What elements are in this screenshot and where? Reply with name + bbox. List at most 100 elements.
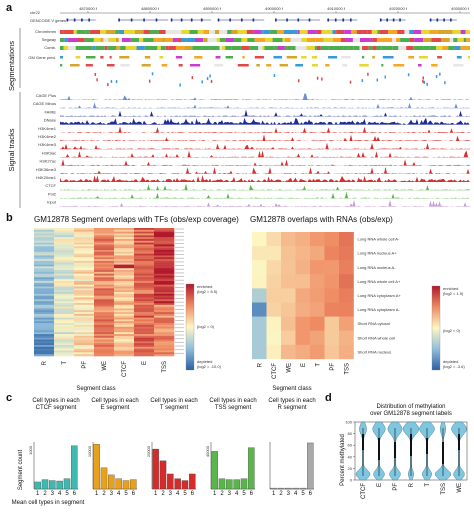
- rna-row-label: Short RNA whole cell: [358, 335, 396, 340]
- tf-heat-cell: [154, 326, 175, 329]
- tf-heat-cell: [154, 277, 175, 280]
- tf-heat-cell: [134, 288, 155, 291]
- seg-block: [406, 46, 414, 50]
- tf-heat-cell: [54, 330, 75, 333]
- seg-block: [310, 38, 316, 42]
- rna-heat-cell: [281, 232, 296, 247]
- signal-track-fill: [60, 199, 470, 207]
- histogram-bar: [108, 474, 115, 490]
- tf-heat-cell: [94, 229, 115, 232]
- rna-category-label: WE: [286, 363, 292, 373]
- seg-block: [161, 38, 166, 42]
- tf-heat-cell: [134, 242, 155, 245]
- gene-exon: [429, 18, 432, 22]
- tf-heat-cell: [94, 304, 115, 307]
- seg-block: [153, 38, 157, 42]
- violin-box: [426, 438, 428, 454]
- rna-x-title: Segment class: [272, 386, 311, 392]
- seg-mark: [206, 77, 209, 81]
- seg-block: [207, 38, 217, 42]
- tf-heat-cell: [94, 328, 115, 331]
- tf-heat-cell: [134, 228, 155, 231]
- coord-label: 4870000 f: [79, 6, 98, 11]
- tf-heat-cell: [154, 299, 175, 302]
- violin-box: [442, 442, 444, 464]
- seg-block: [175, 56, 183, 59]
- rna-heat-cell: [252, 288, 267, 303]
- seg-block: [314, 46, 317, 50]
- tf-heat-cell: [54, 281, 75, 284]
- seg-block: [124, 30, 135, 34]
- tf-heat-cell: [134, 292, 155, 295]
- seg-block: [237, 64, 249, 67]
- seg-block: [75, 46, 85, 50]
- seg-block: [453, 38, 458, 42]
- gene-exon: [143, 18, 145, 22]
- rna-heat-cell: [339, 260, 354, 275]
- tf-heat-cell: [34, 354, 55, 357]
- tf-heat-cell: [74, 244, 95, 247]
- seg-block: [209, 46, 220, 50]
- rna-heat-cell: [281, 330, 296, 346]
- seg-block: [100, 38, 104, 42]
- tf-heat-cell: [54, 248, 75, 251]
- tf-heat-cell: [54, 345, 75, 348]
- gene-exon: [240, 18, 243, 22]
- rna-heat-cell: [310, 344, 325, 360]
- seg-block: [321, 30, 333, 34]
- tf-heat-cell: [54, 251, 75, 254]
- seg-block: [413, 30, 422, 34]
- seg-block: [84, 38, 94, 42]
- seg-block: [115, 38, 119, 42]
- seg-block: [436, 46, 443, 50]
- histogram-bar: [130, 479, 137, 490]
- tf-heat-cell: [54, 324, 75, 328]
- tf-heat-cell: [54, 306, 75, 309]
- seg-mark: [297, 79, 300, 83]
- tf-heat-cell: [94, 343, 115, 346]
- tf-heat-cell: [134, 251, 155, 254]
- seg-mark: [435, 75, 438, 79]
- rna-heat-cell: [281, 288, 296, 303]
- tf-heat-cell: [54, 238, 75, 242]
- histogram-y-tick: 20000: [146, 445, 151, 457]
- signal-track-label: Input: [47, 200, 57, 205]
- tf-heat-cell: [94, 273, 115, 276]
- tf-row-labels: [175, 228, 184, 354]
- tf-heat-cell: [54, 246, 75, 249]
- seg-block: [92, 46, 96, 50]
- tf-heat-cell: [114, 324, 135, 328]
- histogram-title-line1: Cell types in each: [32, 398, 79, 404]
- tf-heat-cell: [134, 341, 155, 344]
- seg-block: [332, 30, 337, 34]
- tf-heat-cell: [134, 321, 155, 324]
- histogram-x-tick: 5: [183, 491, 187, 497]
- tf-heat-cell: [74, 259, 95, 262]
- tf-heat-cell: [34, 251, 55, 254]
- tf-heat-cell: [74, 323, 95, 326]
- tf-heat-cell: [34, 328, 55, 331]
- signal-track-fill: [60, 175, 470, 182]
- seg-block: [144, 46, 154, 50]
- tf-heat-cell: [34, 244, 55, 247]
- seg-block: [134, 30, 144, 34]
- seg-block: [299, 30, 308, 34]
- gene-exon: [88, 18, 91, 22]
- seg-block: [392, 38, 397, 42]
- tf-heat-cell: [34, 281, 55, 284]
- panel-b-letter: b: [6, 212, 13, 224]
- tf-heat-cell: [134, 262, 155, 265]
- seg-block: [73, 30, 77, 34]
- seg-block: [376, 46, 382, 50]
- seg-block: [284, 38, 291, 42]
- rna-category-labels: R CTCF WE E T PF TSS: [257, 362, 350, 379]
- gene-exon: [308, 18, 311, 22]
- gene-exon: [155, 18, 158, 22]
- seg-block: [384, 46, 393, 50]
- seg-block: [172, 38, 178, 42]
- tf-heat-cell: [114, 231, 135, 234]
- tf-heat-cell: [54, 279, 75, 282]
- gene-exon: [349, 18, 352, 22]
- seg-block: [100, 30, 106, 34]
